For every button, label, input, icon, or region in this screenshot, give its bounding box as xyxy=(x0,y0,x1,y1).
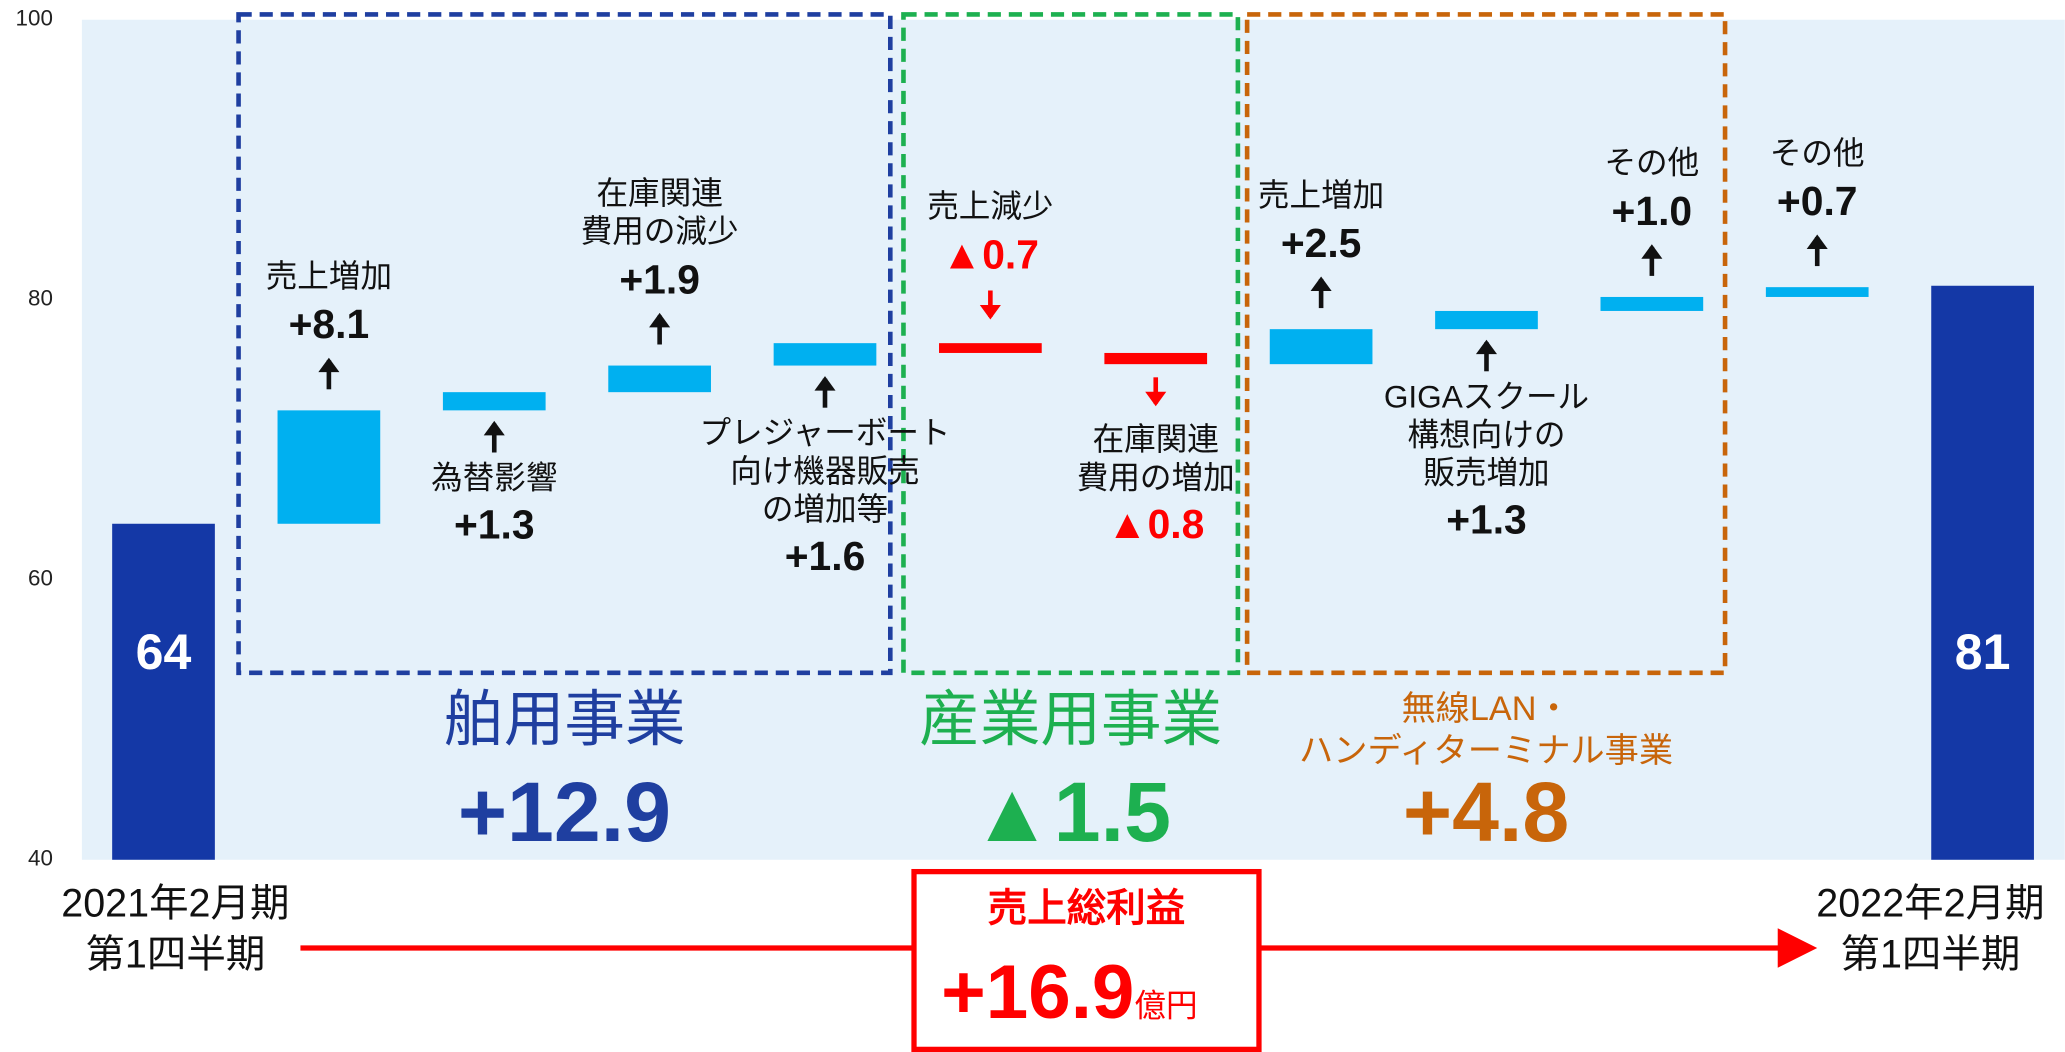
group-value: +4.8 xyxy=(1403,765,1569,859)
arrow-head xyxy=(1806,234,1828,249)
bar xyxy=(773,343,877,366)
arrow-head xyxy=(1641,244,1663,259)
category-label: 費用の増加 xyxy=(1077,459,1235,495)
value-label: +1.3 xyxy=(1446,496,1527,542)
total-box xyxy=(911,868,1262,1052)
total-unit: 億円 xyxy=(1134,988,1197,1024)
arrow-head xyxy=(979,304,1001,320)
group-name: ハンディターミナル事業 xyxy=(1299,732,1673,770)
value-label: 64 xyxy=(136,624,192,680)
x-tick-label: 第1四半期 xyxy=(85,933,265,977)
plot-background xyxy=(81,19,2065,860)
category-label: 売上増加 xyxy=(266,258,392,294)
bar xyxy=(1435,310,1538,330)
value-label: ▲0.7 xyxy=(942,231,1039,277)
total-name: 売上総利益 xyxy=(988,887,1185,931)
value-label: +1.3 xyxy=(454,501,535,547)
flow-arrow-head xyxy=(1777,928,1818,968)
category-label: その他 xyxy=(1604,145,1699,181)
bar xyxy=(442,392,546,411)
x-tick-label: 第1四半期 xyxy=(1840,933,2020,977)
bar xyxy=(277,410,381,524)
bar xyxy=(939,343,1042,353)
arrow-head xyxy=(318,357,340,373)
arrow-head xyxy=(1310,276,1332,291)
group-name: 産業用事業 xyxy=(919,685,1222,753)
arrow-head xyxy=(483,420,505,436)
y-tick-label: 40 xyxy=(28,846,53,871)
bar xyxy=(1765,287,1869,297)
bar xyxy=(1269,329,1373,365)
category-label: 在庫関連 xyxy=(596,175,722,211)
value-label: +2.5 xyxy=(1281,220,1362,266)
group-name: 舶用事業 xyxy=(443,685,685,753)
y-tick-label: 100 xyxy=(16,6,53,31)
arrow-head xyxy=(1475,339,1498,355)
group-value: ▲1.5 xyxy=(970,765,1171,859)
group-box xyxy=(901,12,1241,676)
category-label: 売上減少 xyxy=(927,188,1053,224)
bar xyxy=(1104,352,1208,365)
group-value: +12.9 xyxy=(458,765,671,859)
category-label: 売上増加 xyxy=(1258,177,1384,213)
x-tick-label: 2021年2月期 xyxy=(61,881,289,925)
group-box xyxy=(236,12,893,676)
category-label: 在庫関連 xyxy=(1093,421,1219,457)
bar xyxy=(1931,285,2034,860)
group-box xyxy=(1244,12,1728,676)
value-label: +1.9 xyxy=(619,256,700,302)
bar xyxy=(1600,296,1704,311)
y-tick-label: 80 xyxy=(28,286,53,311)
total-value: +16.9億円 xyxy=(941,950,1197,1035)
value-label: +1.6 xyxy=(785,533,866,579)
value-label: +0.7 xyxy=(1777,178,1858,224)
category-label: その他 xyxy=(1770,135,1865,171)
arrow-head xyxy=(649,312,671,328)
group-name: 無線LAN・ xyxy=(1401,690,1570,728)
category-label: 構想向けの xyxy=(1408,416,1566,452)
category-label: 販売増加 xyxy=(1423,455,1549,491)
total-value-number: +16.9 xyxy=(941,950,1134,1035)
value-label: +8.1 xyxy=(289,301,370,347)
value-label: +1.0 xyxy=(1612,188,1693,234)
category-label: 為替影響 xyxy=(431,459,557,495)
arrow-head xyxy=(814,376,836,391)
category-label: 費用の減少 xyxy=(581,213,739,249)
category-label: 向け機器販売 xyxy=(730,453,919,489)
category-label: プレジャーボート xyxy=(699,415,950,451)
category-label: GIGAスクール xyxy=(1384,378,1589,414)
arrow-head xyxy=(1145,391,1167,407)
bar xyxy=(112,523,215,860)
y-tick-label: 60 xyxy=(28,566,53,591)
value-label: ▲0.8 xyxy=(1107,501,1204,547)
bar xyxy=(608,365,711,393)
value-label: 81 xyxy=(1955,624,2011,680)
category-label: の増加等 xyxy=(762,491,888,527)
x-tick-label: 2022年2月期 xyxy=(1816,881,2044,925)
